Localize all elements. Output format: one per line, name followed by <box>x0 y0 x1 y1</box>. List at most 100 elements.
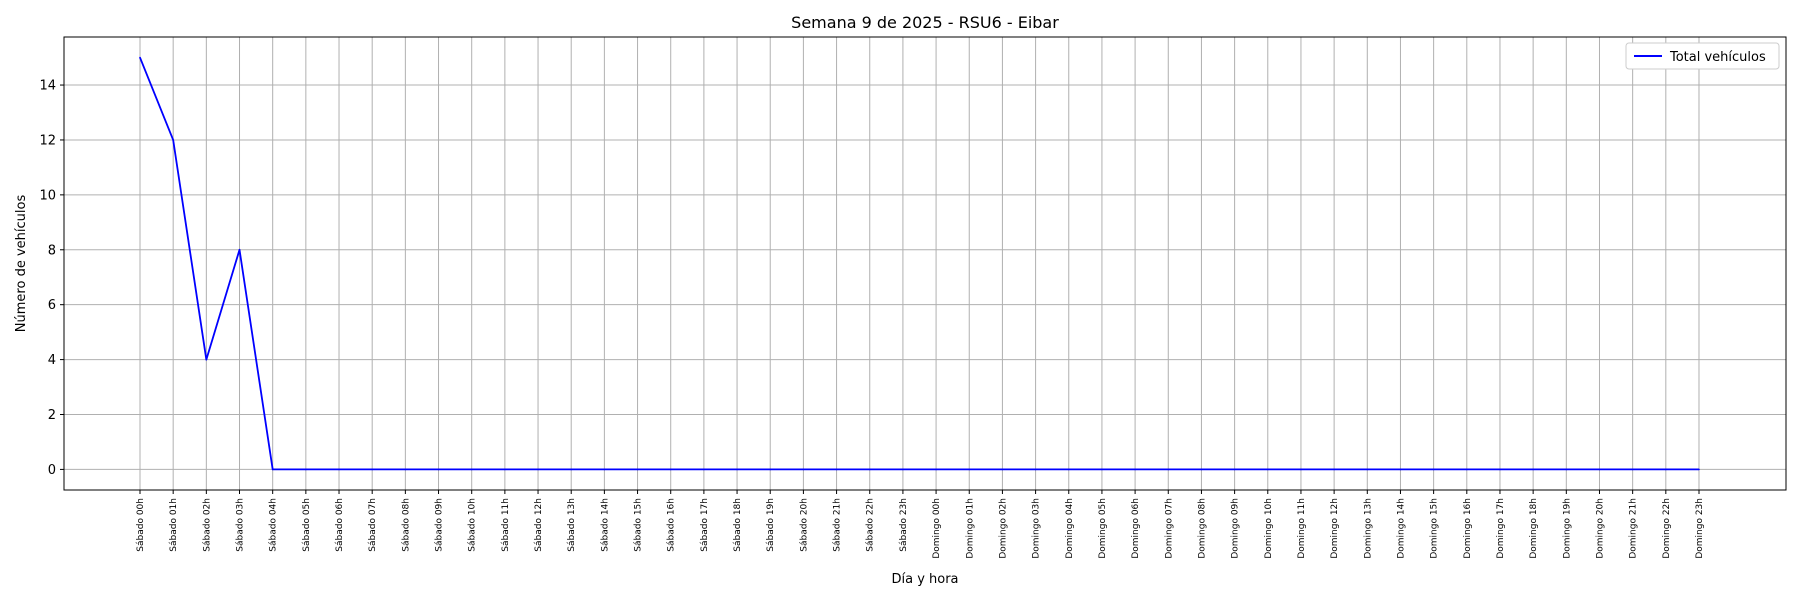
x-tick-label: Sábado 04h <box>269 498 279 552</box>
data-point <box>537 468 539 471</box>
x-tick-label: Sábado 09h <box>435 498 445 552</box>
data-point <box>1466 468 1468 471</box>
data-point <box>1598 468 1601 471</box>
data-point <box>703 468 705 471</box>
x-tick-label: Domingo 19h <box>1562 498 1572 559</box>
x-tick-label: Domingo 16h <box>1463 498 1473 559</box>
data-point <box>636 468 639 471</box>
y-axis-label: Número de vehículos <box>14 195 29 333</box>
data-point <box>205 358 208 361</box>
x-tick-label: Domingo 02h <box>998 498 1008 559</box>
x-tick-label: Domingo 13h <box>1363 498 1373 559</box>
chart-title: Semana 9 de 2025 - RSU6 - Eibar <box>791 13 1059 32</box>
data-point <box>1200 468 1203 471</box>
x-tick-label: Domingo 10h <box>1264 498 1274 559</box>
y-tick-label: 6 <box>48 298 56 313</box>
y-tick-label: 8 <box>48 243 56 258</box>
data-point <box>1432 468 1435 471</box>
y-tick-label: 10 <box>39 188 56 203</box>
data-point <box>736 468 738 471</box>
x-tick-label: Domingo 05h <box>1098 498 1108 559</box>
x-tick-label: Domingo 11h <box>1297 498 1307 559</box>
x-tick-label: Sábado 23h <box>899 498 909 552</box>
data-point <box>172 139 174 141</box>
x-tick-label: Sábado 18h <box>733 498 743 552</box>
x-tick-label: Sábado 11h <box>501 498 511 552</box>
x-tick-label: Sábado 06h <box>335 498 345 552</box>
x-tick-label: Sábado 02h <box>202 498 212 552</box>
x-tick-label: Domingo 06h <box>1131 498 1141 559</box>
x-tick-label: Domingo 00h <box>932 498 942 559</box>
data-point <box>769 468 772 471</box>
x-tick-label: Sábado 10h <box>468 498 478 552</box>
data-point <box>1532 468 1534 471</box>
data-point <box>669 468 672 471</box>
x-tick-label: Sábado 03h <box>236 498 246 552</box>
x-tick-label: Domingo 12h <box>1330 498 1340 559</box>
data-point <box>1631 468 1634 471</box>
x-tick-label: Domingo 01h <box>965 498 975 559</box>
x-tick-label: Domingo 09h <box>1231 498 1241 559</box>
data-point <box>1565 468 1568 471</box>
data-point <box>238 248 241 251</box>
data-point <box>271 468 274 471</box>
y-tick-label: 2 <box>48 408 56 423</box>
x-tick-label: Sábado 22h <box>866 498 876 552</box>
y-tick-label: 0 <box>48 463 56 478</box>
x-tick-label: Domingo 07h <box>1164 498 1174 559</box>
x-tick-label: Domingo 20h <box>1595 498 1605 559</box>
data-point <box>139 56 141 59</box>
data-point <box>305 468 307 471</box>
x-tick-label: Sábado 21h <box>833 498 843 552</box>
data-point <box>1333 468 1335 471</box>
series-layer <box>139 56 1700 471</box>
x-tick-label: Sábado 12h <box>534 498 544 552</box>
data-point <box>1034 468 1037 471</box>
plot-area <box>63 36 1787 491</box>
legend-box <box>1625 42 1780 70</box>
data-point <box>1233 468 1236 471</box>
data-point <box>868 468 871 471</box>
data-point <box>470 468 473 471</box>
data-point <box>504 468 506 471</box>
data-point <box>1665 468 1667 471</box>
data-point <box>371 468 373 471</box>
x-axis-label: Día y hora <box>891 572 958 587</box>
grid <box>64 37 1786 490</box>
x-tick-label: Domingo 22h <box>1662 498 1672 559</box>
data-point <box>968 468 971 471</box>
x-tick-label: Sábado 08h <box>401 498 411 552</box>
x-tick-label: Domingo 08h <box>1197 498 1207 559</box>
data-point <box>1366 468 1369 471</box>
data-point <box>1134 468 1136 471</box>
x-tick-label: Sábado 05h <box>302 498 312 552</box>
data-point <box>1300 468 1302 471</box>
x-tick-label: Sábado 13h <box>567 498 577 552</box>
y-tick-label: 14 <box>39 79 56 94</box>
x-tick-label: Domingo 17h <box>1496 498 1506 559</box>
y-axis-ticks: 0 2 4 6 8 10 12 14 <box>39 79 64 478</box>
y-tick-label: 4 <box>48 353 56 368</box>
data-point <box>1167 468 1170 471</box>
x-tick-label: Domingo 23h <box>1695 498 1705 559</box>
data-point <box>802 468 805 471</box>
x-tick-label: Domingo 18h <box>1529 498 1539 559</box>
legend-label: Total vehículos <box>1669 50 1766 65</box>
x-axis-ticks: Sábado 00h Sábado 01h Sábado 02h Sábado 03h… <box>136 490 1705 559</box>
data-point <box>437 468 440 471</box>
x-tick-label: Domingo 14h <box>1396 498 1406 559</box>
x-tick-label: Sábado 00h <box>136 498 146 552</box>
data-point <box>835 468 838 471</box>
data-point <box>1499 468 1501 471</box>
x-tick-label: Domingo 03h <box>1032 498 1042 559</box>
x-tick-label: Sábado 16h <box>667 498 677 552</box>
x-tick-label: Sábado 15h <box>634 498 644 552</box>
data-point <box>570 468 573 471</box>
data-point <box>338 468 340 471</box>
x-tick-label: Sábado 20h <box>799 498 809 552</box>
data-point <box>1101 468 1103 471</box>
data-point <box>1001 468 1004 471</box>
x-tick-label: Domingo 21h <box>1629 498 1639 559</box>
data-point <box>404 468 407 471</box>
